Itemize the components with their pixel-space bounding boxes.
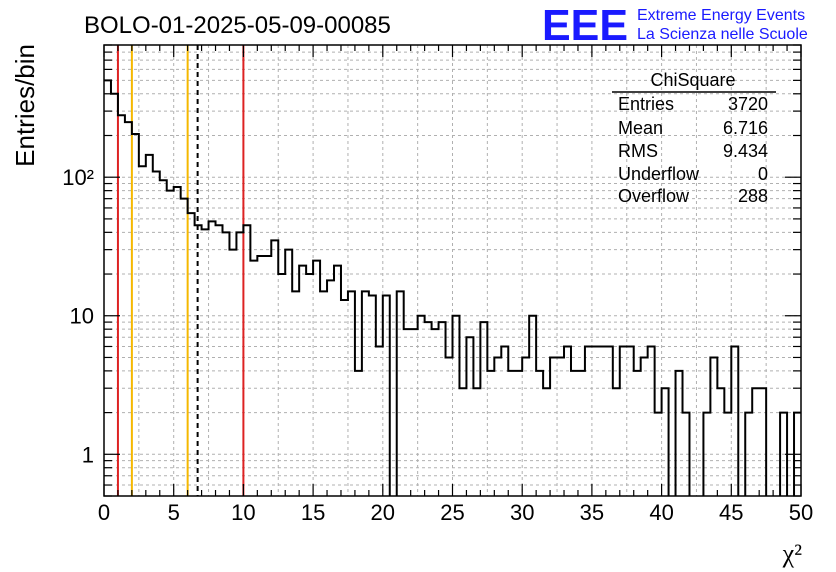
stats-value: 0: [758, 164, 768, 184]
x-tick-label: 10: [231, 500, 255, 525]
x-tick-label: 15: [301, 500, 325, 525]
stats-label: Mean: [618, 118, 663, 138]
eee-logo: EEE Extreme Energy Events La Scienza nel…: [542, 1, 808, 50]
stats-label: Underflow: [618, 164, 700, 184]
stats-value: 288: [738, 186, 768, 206]
x-tick-label: 45: [719, 500, 743, 525]
logo-line-1: Extreme Energy Events: [637, 7, 805, 24]
stats-value: 9.434: [723, 141, 768, 161]
x-tick-label: 30: [510, 500, 534, 525]
stats-label: Entries: [618, 94, 674, 114]
y-tick-labels: 1 10 10²: [62, 165, 94, 467]
y-tick-label: 1: [82, 442, 94, 467]
x-tick-label: 40: [649, 500, 673, 525]
axis-ticks: [103, 44, 802, 497]
y-tick-label: 10: [70, 304, 94, 329]
logo-mark: EEE: [542, 1, 628, 50]
x-axis-label: χ²: [782, 539, 803, 568]
x-tick-label: 5: [168, 500, 180, 525]
stats-label: RMS: [618, 141, 658, 161]
y-axis-label: Entries/bin: [10, 44, 40, 167]
x-tick-label: 25: [440, 500, 464, 525]
grid: [104, 45, 801, 496]
stats-value: 6.716: [723, 118, 768, 138]
histogram-series: [104, 79, 801, 496]
stats-box: ChiSquare Entries 3720 Mean 6.716 RMS 9.…: [612, 70, 776, 206]
x-tick-label: 20: [371, 500, 395, 525]
x-tick-label: 50: [789, 500, 813, 525]
stats-value: 3720: [728, 94, 768, 114]
x-tick-label: 0: [98, 500, 110, 525]
y-tick-label: 10²: [62, 165, 94, 190]
logo-line-2: La Scienza nelle Scuole: [637, 26, 808, 43]
x-tick-labels: 0 5 10 15 20 25 30 35 40 45 50: [98, 500, 813, 525]
chart-title: BOLO-01-2025-05-09-00085: [84, 12, 391, 39]
x-tick-label: 35: [580, 500, 604, 525]
threshold-lines: [116, 45, 245, 496]
stats-title: ChiSquare: [650, 70, 735, 90]
stats-label: Overflow: [618, 186, 690, 206]
